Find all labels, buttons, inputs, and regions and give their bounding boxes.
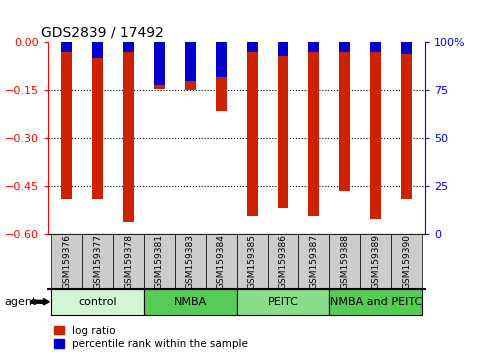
Text: GSM159387: GSM159387 bbox=[310, 234, 318, 289]
Bar bbox=[340, 42, 350, 52]
Text: GSM159377: GSM159377 bbox=[93, 234, 102, 289]
Text: GSM159376: GSM159376 bbox=[62, 234, 71, 289]
Legend: log ratio, percentile rank within the sample: log ratio, percentile rank within the sa… bbox=[54, 326, 248, 349]
Bar bbox=[309, 42, 319, 216]
Bar bbox=[401, 42, 412, 54]
Text: GSM159388: GSM159388 bbox=[340, 234, 349, 289]
Bar bbox=[216, 42, 227, 77]
Text: control: control bbox=[78, 297, 117, 307]
Bar bbox=[401, 42, 412, 199]
Text: GSM159389: GSM159389 bbox=[371, 234, 380, 289]
Bar bbox=[185, 42, 196, 90]
Bar bbox=[61, 42, 72, 52]
Text: GSM159384: GSM159384 bbox=[217, 234, 226, 289]
Text: GSM159385: GSM159385 bbox=[248, 234, 256, 289]
Text: GSM159381: GSM159381 bbox=[155, 234, 164, 289]
Bar bbox=[278, 42, 288, 208]
Text: GDS2839 / 17492: GDS2839 / 17492 bbox=[41, 26, 164, 40]
Text: NMBA and PEITC: NMBA and PEITC bbox=[329, 297, 422, 307]
Bar bbox=[309, 42, 319, 52]
Bar bbox=[370, 42, 381, 219]
Bar bbox=[123, 42, 134, 222]
Bar bbox=[278, 42, 288, 56]
Bar bbox=[185, 42, 196, 81]
Text: GSM159390: GSM159390 bbox=[402, 234, 411, 289]
Text: GSM159386: GSM159386 bbox=[279, 234, 287, 289]
Text: GSM159378: GSM159378 bbox=[124, 234, 133, 289]
Bar bbox=[216, 42, 227, 111]
Bar bbox=[61, 42, 72, 199]
Text: NMBA: NMBA bbox=[174, 297, 207, 307]
Bar bbox=[340, 42, 350, 190]
Bar bbox=[154, 42, 165, 85]
Bar bbox=[154, 42, 165, 88]
Text: agent: agent bbox=[5, 297, 37, 307]
Bar bbox=[92, 42, 103, 58]
Bar bbox=[247, 42, 257, 216]
Bar bbox=[123, 42, 134, 52]
Text: PEITC: PEITC bbox=[268, 297, 298, 307]
Bar bbox=[247, 42, 257, 52]
Text: GSM159383: GSM159383 bbox=[186, 234, 195, 289]
Bar bbox=[92, 42, 103, 199]
Bar bbox=[370, 42, 381, 52]
